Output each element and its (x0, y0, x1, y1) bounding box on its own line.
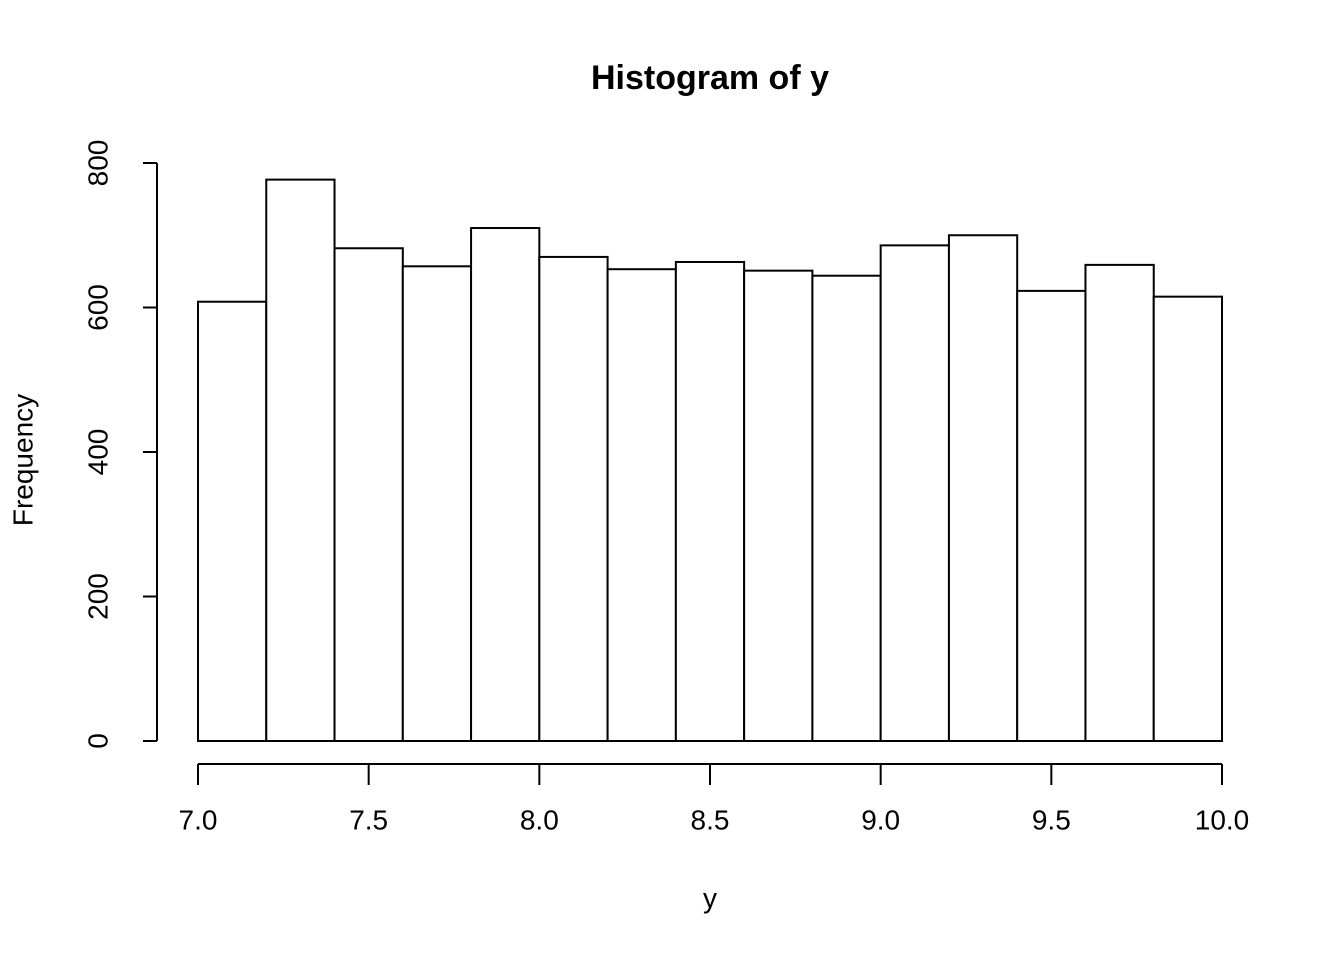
x-tick-label: 7.5 (349, 804, 388, 835)
y-tick-label: 600 (82, 284, 113, 331)
bar (197, 300, 268, 742)
bar (947, 234, 1019, 742)
x-axis-title: y (703, 882, 717, 913)
bar (401, 265, 473, 742)
x-tick-label: 8.5 (691, 804, 730, 835)
bar (538, 255, 609, 742)
bar (606, 268, 677, 742)
bar (879, 244, 950, 743)
bar (265, 178, 336, 742)
x-tick-label: 9.0 (861, 804, 900, 835)
bar (811, 274, 882, 742)
y-axis-title: Frequency (7, 394, 38, 526)
y-tick-label: 400 (82, 429, 113, 476)
bar (333, 247, 404, 742)
x-tick-label: 10.0 (1195, 804, 1250, 835)
y-tick-label: 800 (82, 140, 113, 187)
y-tick-label: 200 (82, 573, 113, 620)
chart-title: Histogram of y (591, 59, 829, 97)
bar (743, 269, 814, 742)
x-tick-label: 8.0 (520, 804, 559, 835)
bar (1016, 289, 1087, 742)
x-tick-label: 7.0 (179, 804, 218, 835)
x-tick-label: 9.5 (1032, 804, 1071, 835)
bar (674, 260, 746, 742)
bar (470, 227, 541, 742)
y-tick-label: 0 (82, 733, 113, 749)
bar (1084, 263, 1155, 742)
bar (1152, 295, 1223, 742)
